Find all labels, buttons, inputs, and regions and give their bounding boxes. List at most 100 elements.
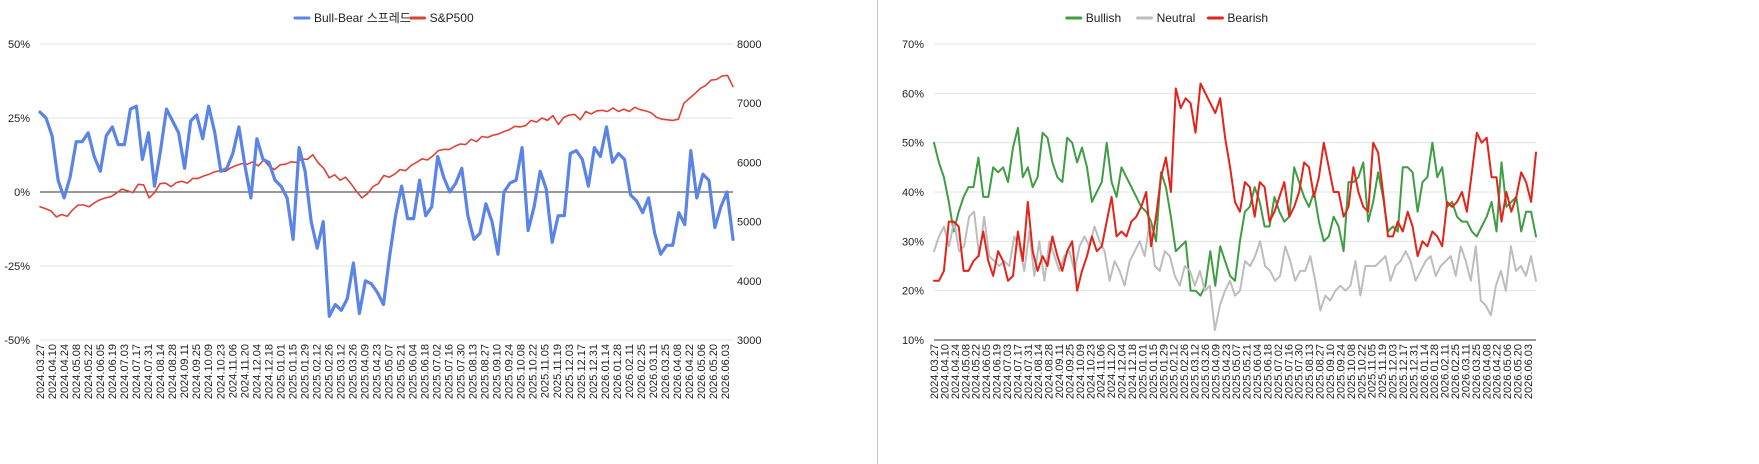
- x-tick-label: 2024.05.22: [971, 344, 983, 399]
- legend-label: Bull-Bear 스프레드: [314, 11, 411, 25]
- x-tick-label: 2025.09.24: [504, 344, 516, 399]
- y-tick-label-right: 3000: [737, 335, 761, 347]
- legend-item-bull-bear-0[interactable]: Bull-Bear 스프레드: [293, 11, 411, 25]
- x-tick-label: 2025.07.02: [432, 344, 444, 399]
- y-tick-label-right: 5000: [737, 217, 761, 229]
- y-tick-label: 30%: [902, 236, 924, 248]
- x-tick-label: 2025.03.12: [335, 344, 347, 399]
- x-tick-label: 2026.03.25: [660, 344, 672, 399]
- y-tick-label: 10%: [902, 335, 924, 347]
- y-tick-label-left: -50%: [4, 335, 30, 347]
- chart-bull-bear-spread: 50% 25% 0% -25% -50% 8000 7000 6000 5000 4000 3000…: [4, 11, 761, 399]
- y-tick-label-left: -25%: [4, 261, 30, 273]
- y-tick-label: 40%: [902, 187, 924, 199]
- x-tick-label: 2026.01.14: [600, 344, 612, 399]
- x-tick-label: 2024.05.22: [83, 344, 95, 399]
- x-tick-label: 2026.02.11: [624, 344, 636, 398]
- legend-label: Bearish: [1227, 11, 1268, 25]
- x-tick-label: 2026.06.03: [1523, 344, 1535, 399]
- x-tick-label: 2025.05.21: [396, 344, 408, 399]
- x-tick-label: 2025.06.18: [1262, 344, 1274, 399]
- x-tick-label: 2026.02.11: [1440, 344, 1452, 398]
- x-tick-label: 2026.03.11: [648, 344, 660, 398]
- x-tick-label: 2024.10.09: [1075, 344, 1087, 399]
- x-tick-label: 2024.11.20: [1106, 344, 1118, 398]
- x-tick-label: 2024.05.08: [960, 344, 972, 399]
- panel-divider: [877, 0, 878, 464]
- x-tick-label: 2025.06.04: [1252, 344, 1264, 399]
- x-tick-label: 2024.08.14: [1033, 344, 1045, 399]
- x-tick-label: 2024.12.04: [251, 344, 263, 399]
- legend-item-bullish-0[interactable]: Bullish: [1065, 11, 1121, 25]
- x-tick-label: 2024.07.31: [1023, 344, 1035, 399]
- y-tick-label: 70%: [902, 39, 924, 51]
- x-tick-label: 2026.04.22: [684, 344, 696, 399]
- legend-item-s-p500-1[interactable]: S&P500: [409, 11, 474, 25]
- x-tick-label: 2025.04.09: [1210, 344, 1222, 399]
- x-tick-label: 2024.04.24: [950, 344, 962, 399]
- x-tick-label: 2024.07.03: [119, 344, 131, 399]
- x-tick-label: 2026.06.03: [720, 344, 732, 399]
- x-tick-label: 2025.04.23: [371, 344, 383, 399]
- x-tick-label: 2026.05.06: [696, 344, 708, 399]
- x-tick-label: 2024.12.18: [1127, 344, 1139, 399]
- x-tick-label: 2025.09.10: [1325, 344, 1337, 399]
- x-tick-label: 2026.05.06: [1502, 344, 1514, 399]
- legend-label: S&P500: [430, 11, 474, 25]
- x-tick-label: 2024.06.19: [992, 344, 1004, 399]
- x-tick-label: 2025.12.17: [576, 344, 588, 399]
- legend-item-bearish-2[interactable]: Bearish: [1206, 11, 1268, 25]
- x-tick-label: 2026.01.28: [1429, 344, 1441, 399]
- x-tick-label: 2025.01.15: [287, 344, 299, 399]
- x-tick-label: 2024.08.28: [1044, 344, 1056, 399]
- x-tick-label: 2025.04.09: [359, 344, 371, 399]
- y-tick-label-right: 7000: [737, 98, 761, 110]
- x-tick-label: 2026.04.22: [1492, 344, 1504, 399]
- x-tick-label: 2024.10.23: [1085, 344, 1097, 399]
- x-tick-label: 2025.12.31: [588, 344, 600, 399]
- x-tick-label: 2026.05.20: [708, 344, 720, 399]
- x-tick-label: 2024.08.14: [155, 344, 167, 399]
- x-tick-label: 2024.11.06: [227, 344, 239, 398]
- legend-label: Bullish: [1086, 11, 1121, 25]
- x-tick-label: 2025.10.22: [528, 344, 540, 399]
- y-tick-label-right: 4000: [737, 276, 761, 288]
- y-tick-label-right: 8000: [737, 39, 761, 51]
- x-tick-label: 2025.08.27: [1315, 344, 1327, 399]
- x-tick-label: 2025.12.17: [1398, 344, 1410, 399]
- x-tick-label: 2024.07.03: [1002, 344, 1014, 399]
- x-tick-label: 2024.04.10: [939, 344, 951, 399]
- x-tick-label: 2024.07.17: [131, 344, 143, 399]
- y-tick-label-left: 25%: [8, 113, 30, 125]
- x-tick-label: 2026.02.25: [636, 344, 648, 399]
- y-tick-label: 50%: [902, 138, 924, 150]
- series-line-sp500: [39, 74, 734, 218]
- x-tick-label: 2024.07.17: [1012, 344, 1024, 399]
- x-tick-label: 2025.01.29: [1158, 344, 1170, 399]
- series-line-bearish: [933, 82, 1537, 292]
- x-tick-label: 2025.11.19: [1377, 344, 1389, 398]
- x-tick-label: 2026.04.08: [672, 344, 684, 399]
- x-tick-label: 2024.09.11: [1054, 344, 1066, 398]
- x-tick-label: 2024.06.05: [95, 344, 107, 399]
- x-tick-label: 2025.07.16: [444, 344, 456, 399]
- x-tick-label: 2024.11.20: [239, 344, 251, 398]
- x-tick-label: 2024.04.24: [59, 344, 71, 399]
- x-tick-label: 2024.10.23: [215, 344, 227, 399]
- x-tick-label: 2025.10.08: [1346, 344, 1358, 399]
- y-tick-label-right: 6000: [737, 157, 761, 169]
- chart-sentiment: 70% 60% 50% 40% 30% 20% 10% Bullish Neutral Beari…: [902, 11, 1537, 399]
- x-tick-label: 2025.04.23: [1221, 344, 1233, 399]
- y-tick-label-left: 0%: [14, 187, 30, 199]
- x-tick-label: 2025.12.03: [564, 344, 576, 399]
- x-tick-label: 2024.05.08: [71, 344, 83, 399]
- x-tick-label: 2025.01.15: [1148, 344, 1160, 399]
- x-tick-label: 2026.05.20: [1513, 344, 1525, 399]
- x-tick-label: 2024.09.11: [179, 344, 191, 398]
- x-tick-label: 2025.02.26: [323, 344, 335, 399]
- x-tick-label: 2024.08.28: [167, 344, 179, 399]
- x-tick-label: 2025.03.26: [347, 344, 359, 399]
- x-tick-label: 2026.02.25: [1450, 344, 1462, 399]
- x-tick-label: 2025.07.30: [456, 344, 468, 399]
- legend-item-neutral-1[interactable]: Neutral: [1136, 11, 1196, 25]
